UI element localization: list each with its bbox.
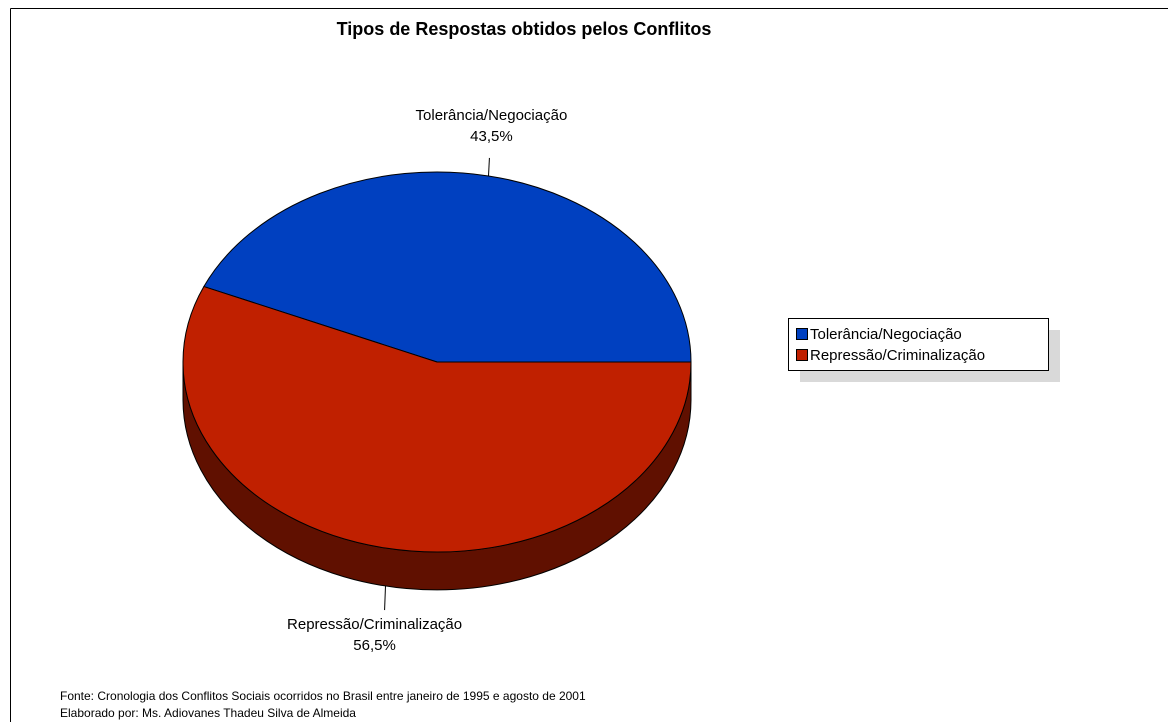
legend-swatch [796,328,808,340]
leader-line [384,586,386,611]
slice-label: Tolerância/Negociação [416,107,568,124]
value-label: 56,5% [353,637,396,654]
pie-slice [182,285,692,553]
legend-label: Repressão/Criminalização [810,347,985,364]
slice-label: Repressão/Criminalização [287,616,462,633]
value-label: 43,5% [470,128,513,145]
legend-swatch [796,349,808,361]
legend [788,318,1049,371]
footnote: Fonte: Cronologia dos Conflitos Sociais … [60,689,586,703]
chart-title: Tipos de Respostas obtidos pelos Conflit… [337,19,712,39]
legend-label: Tolerância/Negociação [810,326,962,343]
pie-slice [203,171,692,363]
footnote: Elaborado por: Ms. Adiovanes Thadeu Silv… [60,706,356,720]
leader-line [488,157,490,176]
